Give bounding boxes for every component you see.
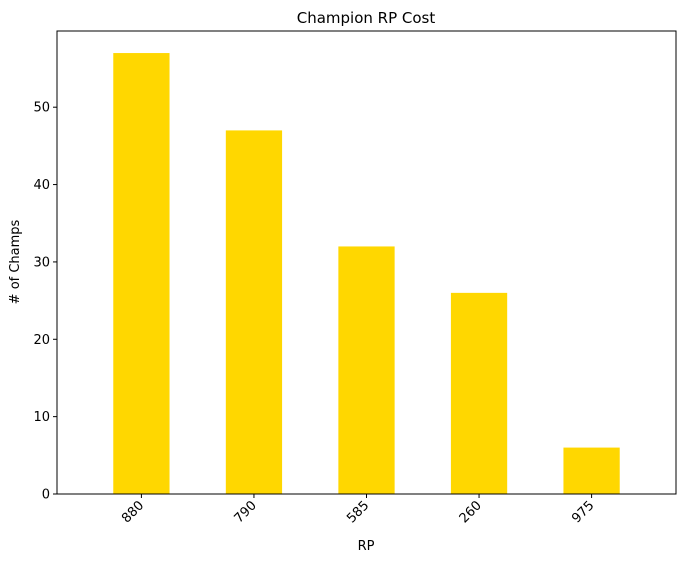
y-tick-label: 10 bbox=[33, 410, 50, 425]
x-tick-label: 585 bbox=[344, 498, 372, 526]
x-tick-label: 790 bbox=[232, 498, 260, 526]
x-tick-label: 260 bbox=[457, 498, 485, 526]
x-axis: 880 790 585 260 975 bbox=[119, 494, 597, 526]
bars-group bbox=[113, 53, 620, 495]
y-tick-label: 30 bbox=[33, 255, 50, 270]
bar-260 bbox=[450, 292, 508, 494]
y-tick-label: 50 bbox=[33, 101, 50, 116]
y-tick-label: 40 bbox=[33, 178, 50, 193]
x-axis-label: RP bbox=[358, 539, 375, 554]
x-tick-label: 880 bbox=[119, 498, 147, 526]
bar-790 bbox=[225, 130, 283, 494]
bar-975 bbox=[563, 447, 620, 494]
chart-title: Champion RP Cost bbox=[297, 9, 436, 27]
y-tick-label: 0 bbox=[42, 488, 50, 503]
bar-585 bbox=[338, 246, 395, 494]
y-axis-label: # of Champs bbox=[8, 219, 23, 304]
y-axis: 0 10 20 30 40 50 bbox=[33, 101, 57, 503]
y-tick-label: 20 bbox=[33, 333, 50, 348]
bar-880 bbox=[113, 53, 170, 495]
x-tick-label: 975 bbox=[569, 498, 597, 526]
